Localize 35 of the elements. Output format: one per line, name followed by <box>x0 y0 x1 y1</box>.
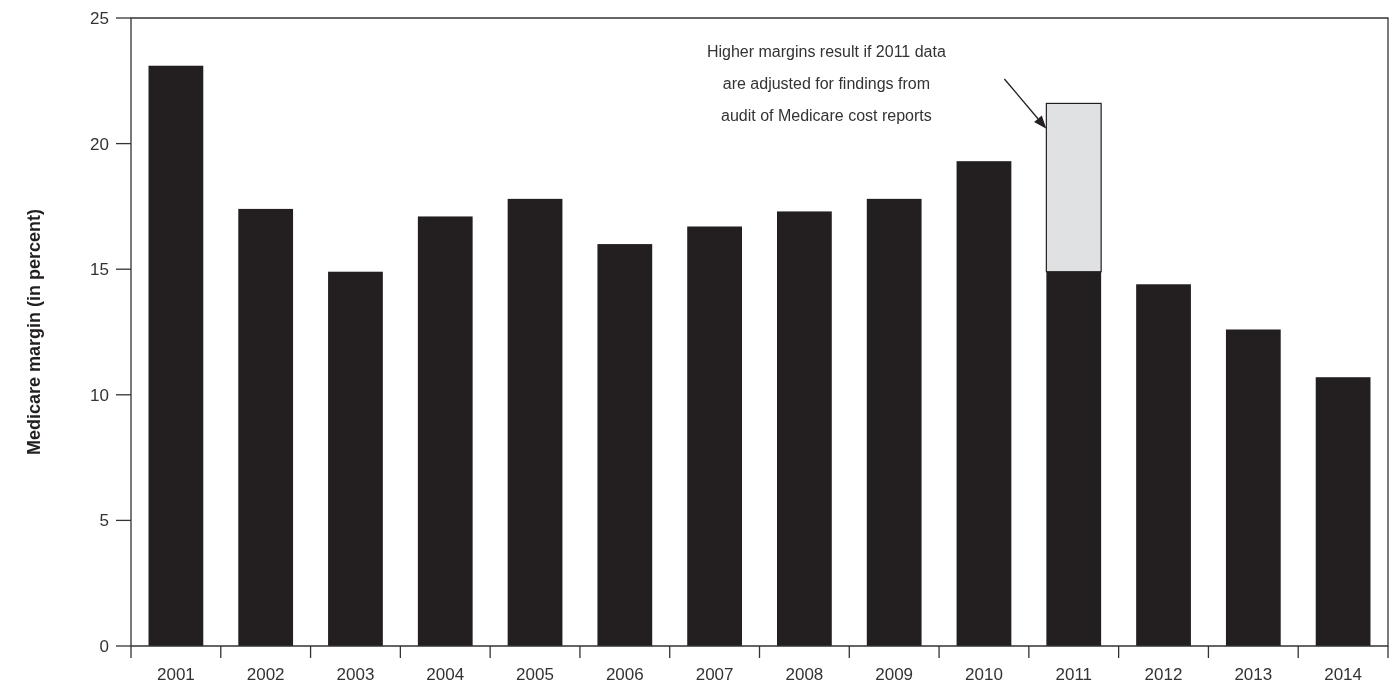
y-tick-label: 0 <box>99 636 109 656</box>
bar <box>328 271 383 646</box>
x-tick-label: 2006 <box>605 665 644 684</box>
x-tick-label: 2001 <box>156 665 195 684</box>
bar <box>1136 284 1191 646</box>
y-axis-title: Medicare margin (in percent) <box>24 208 44 456</box>
y-tick-label: 10 <box>90 385 109 405</box>
x-tick-label: 2004 <box>426 665 465 684</box>
x-tick-label: 2005 <box>516 665 554 684</box>
bar <box>148 65 204 646</box>
x-tick-label: 2002 <box>246 665 285 684</box>
y-tick-label: 5 <box>99 511 109 531</box>
y-tick-label: 15 <box>90 260 109 280</box>
annotation: Higher margins result if 2011 data are adjusted for findings from audit of Medicare cost reports <box>706 43 946 124</box>
x-tick-label: 2008 <box>785 665 824 684</box>
x-tick-label: 2003 <box>336 665 375 684</box>
y-tick-label: 20 <box>90 134 109 154</box>
x-tick-label: 2010 <box>965 665 1003 684</box>
x-tick-label: 2014 <box>1324 665 1363 684</box>
x-tick-label: 2011 <box>1055 665 1093 684</box>
x-tick-label: 2013 <box>1234 665 1273 684</box>
bar <box>597 244 653 646</box>
bar <box>1315 377 1371 646</box>
bar <box>238 208 294 646</box>
bar <box>687 226 742 646</box>
bar <box>956 161 1012 646</box>
bar <box>1225 329 1281 646</box>
x-tick-label: 2009 <box>875 665 914 684</box>
bar <box>507 198 563 646</box>
bar <box>417 216 473 646</box>
y-tick-label: 25 <box>90 8 109 28</box>
bar <box>866 198 922 646</box>
x-tick-label: 2007 <box>695 665 734 684</box>
bar <box>777 211 832 646</box>
x-tick-label: 2012 <box>1144 665 1183 684</box>
